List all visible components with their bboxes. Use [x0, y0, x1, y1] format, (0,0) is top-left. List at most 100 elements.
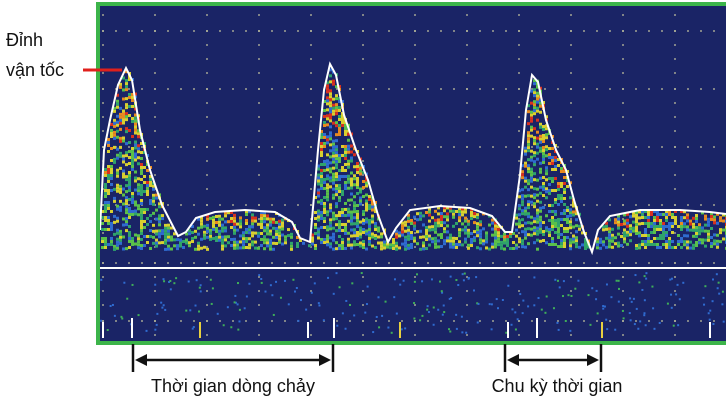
speckle	[410, 237, 413, 240]
speckle	[326, 162, 329, 166]
speckle	[134, 188, 137, 192]
speckle	[533, 232, 536, 236]
speckle	[152, 199, 155, 203]
speckle	[191, 240, 194, 243]
speckle	[104, 240, 107, 243]
speckle	[338, 286, 341, 289]
speckle	[560, 185, 563, 188]
speckle	[116, 240, 119, 244]
speckle	[479, 235, 482, 239]
speckle	[356, 165, 359, 168]
speckle	[116, 183, 119, 187]
speckle	[380, 232, 383, 236]
speckle	[461, 273, 464, 276]
speckle	[698, 229, 701, 233]
speckle	[260, 232, 263, 235]
speckle	[506, 241, 509, 244]
speckle	[239, 219, 242, 223]
speckle	[155, 238, 158, 242]
speckle	[164, 235, 167, 239]
speckle	[527, 131, 530, 135]
speckle	[545, 295, 548, 298]
speckle	[578, 245, 581, 249]
speckle	[158, 241, 161, 245]
speckle	[122, 136, 125, 140]
speckle	[566, 185, 569, 188]
speckle	[104, 186, 107, 189]
speckle	[548, 177, 551, 180]
speckle	[566, 227, 569, 230]
speckle	[704, 229, 707, 233]
speckle	[536, 106, 539, 110]
speckle	[191, 231, 194, 234]
speckle	[338, 223, 341, 226]
speckle	[656, 219, 659, 222]
speckle	[206, 217, 209, 221]
speckle	[329, 185, 332, 189]
speckle	[176, 238, 179, 242]
speckle	[344, 229, 347, 232]
speckle	[338, 169, 341, 172]
speckle	[146, 235, 149, 238]
speckle	[347, 177, 350, 181]
speckle	[458, 243, 461, 247]
speckle	[596, 246, 599, 250]
speckle	[530, 200, 533, 204]
peak-label: vận tốc	[6, 60, 64, 80]
speckle	[332, 214, 335, 218]
speckle	[530, 221, 533, 225]
speckle	[548, 192, 551, 195]
speckle	[719, 231, 722, 235]
speckle	[152, 187, 155, 191]
speckle	[446, 239, 449, 243]
speckle	[650, 225, 653, 228]
speckle	[401, 224, 404, 228]
speckle	[557, 236, 560, 239]
speckle	[119, 82, 122, 86]
speckle	[645, 272, 648, 275]
speckle	[527, 194, 530, 198]
speckle	[320, 130, 323, 133]
speckle	[410, 234, 413, 237]
speckle	[545, 127, 548, 131]
speckle	[353, 228, 356, 232]
speckle	[341, 223, 344, 226]
speckle	[530, 173, 533, 177]
speckle	[437, 218, 440, 222]
speckle	[125, 70, 128, 74]
speckle	[258, 274, 261, 277]
speckle	[188, 232, 191, 236]
speckle	[206, 223, 209, 227]
speckle	[666, 302, 669, 305]
speckle	[638, 246, 641, 250]
speckle	[323, 241, 326, 244]
speckle	[407, 246, 410, 250]
speckle	[656, 243, 659, 246]
speckle	[197, 232, 200, 236]
speckle	[356, 168, 359, 171]
speckle	[392, 244, 395, 247]
speckle	[662, 225, 665, 228]
speckle	[170, 226, 173, 230]
speckle	[695, 244, 698, 247]
speckle	[281, 218, 284, 222]
speckle	[230, 244, 233, 247]
speckle	[575, 242, 578, 246]
speckle	[495, 298, 498, 301]
speckle	[575, 239, 578, 243]
speckle	[563, 230, 566, 233]
speckle	[510, 323, 513, 326]
speckle	[536, 211, 539, 215]
speckle	[143, 235, 146, 238]
speckle	[689, 228, 692, 232]
speckle	[245, 231, 248, 234]
speckle	[290, 244, 293, 248]
speckle	[527, 215, 530, 219]
speckle	[557, 328, 560, 331]
speckle	[545, 187, 548, 191]
speckle	[143, 151, 146, 154]
speckle	[116, 114, 119, 118]
speckle	[562, 280, 565, 283]
speckle	[329, 98, 332, 102]
speckle	[365, 181, 368, 185]
